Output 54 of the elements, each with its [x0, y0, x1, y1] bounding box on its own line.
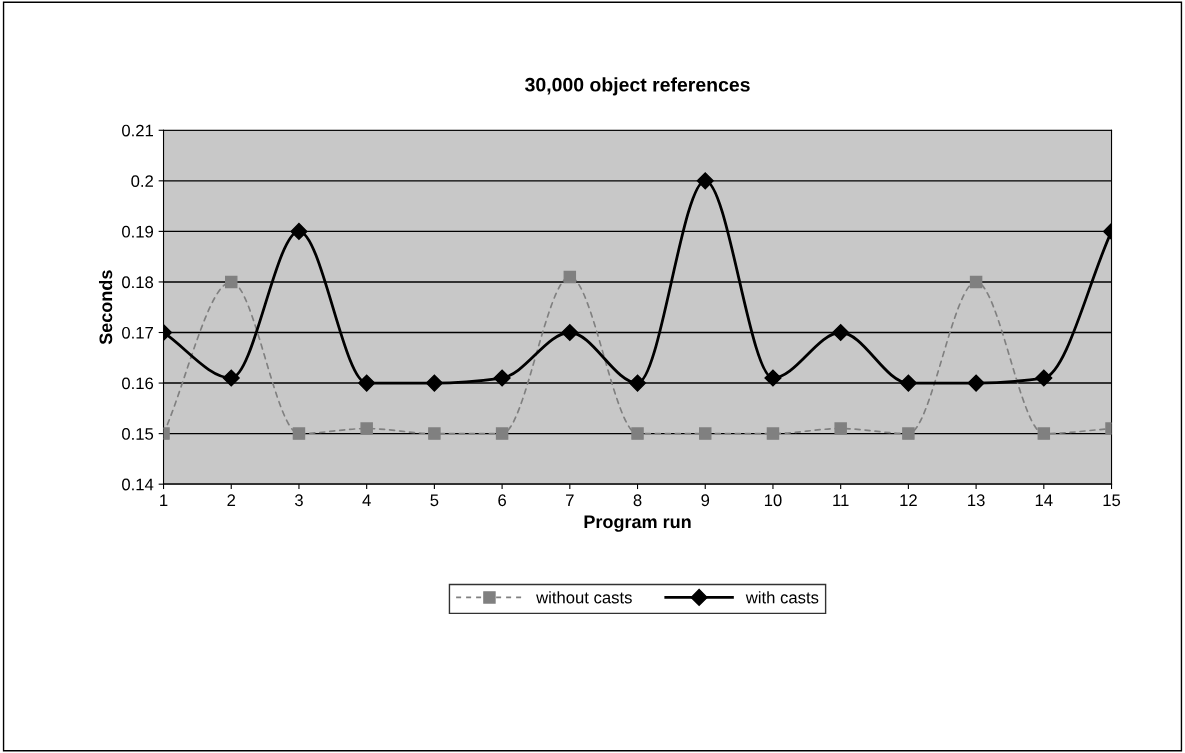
point	[899, 374, 917, 392]
x-axis-title: Program run	[584, 515, 691, 532]
y-tick-label: 0.15	[122, 428, 154, 440]
point	[358, 374, 376, 392]
point	[222, 369, 240, 387]
y-tick-label: 0.19	[122, 225, 154, 238]
point	[967, 374, 985, 392]
point	[428, 427, 441, 440]
y-axis-title: Seconds	[98, 270, 113, 345]
x-tick-label: 2	[227, 494, 236, 506]
chart-title: 30,000 object references	[525, 77, 750, 96]
point	[493, 369, 511, 387]
x-tick-label: 9	[701, 494, 710, 507]
point	[292, 427, 306, 440]
y-tick-label: 0.14	[122, 478, 154, 491]
x-tick-label: 3	[294, 494, 303, 507]
x-tick-label: 12	[900, 494, 917, 506]
y-tick-label: 0.17	[122, 326, 153, 339]
point	[969, 275, 983, 289]
point	[631, 427, 644, 440]
x-tick-label: 13	[968, 494, 985, 507]
point	[495, 427, 509, 440]
x-tick-label: 10	[764, 494, 782, 507]
point	[698, 427, 712, 440]
point	[561, 323, 579, 342]
point	[1035, 369, 1053, 387]
point	[360, 422, 373, 435]
x-tick-label: 15	[1103, 494, 1121, 507]
x-tick-label: 11	[833, 494, 849, 506]
point	[834, 422, 847, 435]
point	[628, 374, 647, 392]
y-tick-label: 0.2	[131, 175, 153, 188]
y-tick-label: 0.16	[122, 377, 154, 390]
point	[832, 323, 850, 342]
x-tick-label: 6	[498, 494, 506, 507]
point	[425, 374, 443, 392]
point	[766, 427, 780, 440]
point	[902, 427, 915, 440]
x-tick-label: 1	[160, 494, 168, 506]
point	[1037, 427, 1051, 440]
x-tick-label: 5	[430, 494, 439, 507]
point	[696, 172, 714, 190]
y-tick-label: 0.18	[122, 276, 154, 289]
legend-label: without casts	[536, 591, 632, 604]
x-tick-label: 7	[566, 494, 574, 506]
x-tick-label: 14	[1035, 494, 1053, 506]
point	[563, 270, 577, 284]
x-tick-label: 4	[362, 494, 371, 506]
point	[224, 275, 238, 289]
point	[290, 222, 308, 240]
y-tick-label: 0.21	[122, 124, 153, 137]
legend-label: with casts	[745, 591, 819, 604]
x-tick-label: 8	[633, 494, 642, 507]
point	[764, 369, 782, 387]
